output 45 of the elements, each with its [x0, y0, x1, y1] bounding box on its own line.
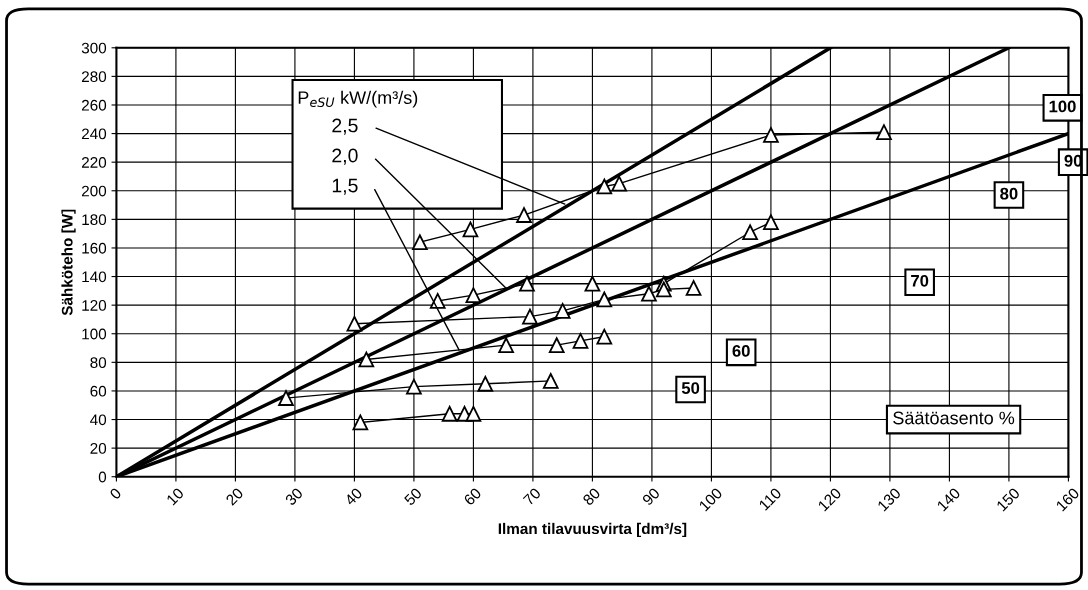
annotation: 70: [911, 274, 929, 287]
x-tick-label: 50: [403, 487, 423, 506]
x-tick-label: 100: [698, 487, 723, 512]
x-tick-label: 160: [1055, 487, 1080, 512]
y-tick-label: 180: [82, 214, 107, 226]
y-tick-label: 60: [90, 385, 107, 397]
x-tick-label: 140: [936, 487, 961, 512]
y-tick-label: 260: [81, 99, 107, 111]
y-tick-label: 20: [90, 442, 107, 454]
annotation: 100: [1049, 100, 1076, 113]
x-tick-label: 40: [343, 487, 363, 507]
annotation: 2,0: [332, 148, 358, 165]
y-tick-label: 220: [81, 157, 107, 168]
y-tick-label: 300: [81, 42, 107, 54]
x-tick-label: 10: [165, 487, 185, 506]
x-tick-label: 60: [463, 487, 482, 506]
annotation: P$_{eSU}$ kW/(m³/s): [298, 90, 418, 108]
y-tick-label: 280: [81, 71, 107, 83]
x-tick-label: 110: [758, 487, 783, 511]
y-axis-title: Sähköteho [W]: [61, 209, 76, 316]
y-tick-label: 160: [82, 242, 107, 254]
annotation: 2,5: [332, 118, 358, 135]
x-tick-label: 0: [109, 487, 122, 500]
y-tick-label: 100: [82, 328, 107, 340]
annotation: 1,5: [332, 178, 358, 195]
annotation: 60: [732, 345, 750, 357]
y-tick-label: 0: [98, 471, 107, 483]
y-tick-label: 120: [82, 300, 107, 311]
annotation: 80: [1000, 187, 1018, 200]
y-tick-label: 200: [81, 185, 107, 197]
x-tick-label: 150: [995, 487, 1021, 512]
x-tick-label: 30: [284, 487, 304, 506]
x-tick-label: 70: [522, 487, 542, 506]
y-tick-label: 140: [82, 271, 107, 283]
annotation: 50: [681, 382, 700, 394]
x-tick-label: 90: [641, 487, 661, 506]
x-tick-label: 120: [817, 487, 842, 512]
x-axis-title: Ilman tilavuusvirta [dm³/s]: [498, 522, 687, 538]
x-tick-label: 20: [225, 487, 244, 506]
x-tick-label: 80: [582, 487, 601, 506]
y-tick-label: 40: [90, 414, 107, 426]
y-tick-label: 80: [90, 357, 107, 369]
x-tick-label: 130: [876, 487, 902, 512]
y-tick-label: 240: [81, 128, 107, 140]
annotation: Säätöasento %: [893, 411, 1015, 425]
